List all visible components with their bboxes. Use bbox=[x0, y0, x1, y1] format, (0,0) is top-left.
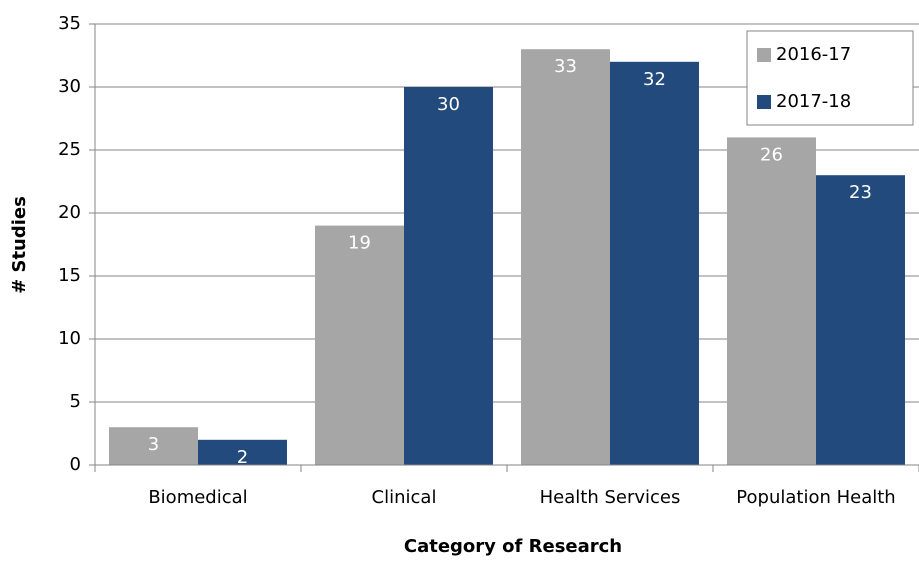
x-tick-label: Health Services bbox=[540, 487, 681, 508]
y-tick-label: 20 bbox=[58, 202, 81, 223]
bar bbox=[198, 439, 287, 465]
x-tick-label: Population Health bbox=[736, 487, 895, 508]
data-label: 3 bbox=[148, 434, 159, 455]
y-tick-label: 15 bbox=[58, 265, 81, 286]
legend-swatch bbox=[757, 95, 771, 109]
data-label: 26 bbox=[760, 144, 783, 165]
legend-box bbox=[746, 30, 914, 126]
x-tick-label: Biomedical bbox=[148, 487, 247, 508]
bar bbox=[521, 49, 610, 465]
data-label: 33 bbox=[554, 56, 577, 77]
data-label: 2 bbox=[237, 447, 248, 468]
bar bbox=[404, 87, 493, 465]
legend-label: 2016-17 bbox=[776, 44, 851, 65]
y-tick-label: 35 bbox=[58, 13, 81, 34]
bar bbox=[816, 175, 905, 465]
y-tick-label: 5 bbox=[70, 391, 81, 412]
data-label: 30 bbox=[437, 94, 460, 115]
bar bbox=[109, 427, 198, 465]
y-tick-label: 10 bbox=[58, 328, 81, 349]
data-label: 23 bbox=[849, 182, 872, 203]
bar bbox=[610, 61, 699, 466]
x-tick-label: Clinical bbox=[372, 487, 437, 508]
data-label: 32 bbox=[643, 69, 666, 90]
y-tick-label: 30 bbox=[58, 76, 81, 97]
data-label: 19 bbox=[348, 233, 371, 254]
y-tick-label: 25 bbox=[58, 139, 81, 160]
legend-swatch bbox=[757, 48, 771, 62]
legend-label: 2017-18 bbox=[776, 91, 851, 112]
bar bbox=[315, 225, 404, 465]
x-axis-title: Category of Research bbox=[404, 536, 622, 557]
y-tick-label: 0 bbox=[70, 454, 81, 475]
bar bbox=[727, 137, 816, 465]
y-axis-title: # Studies bbox=[9, 196, 30, 294]
